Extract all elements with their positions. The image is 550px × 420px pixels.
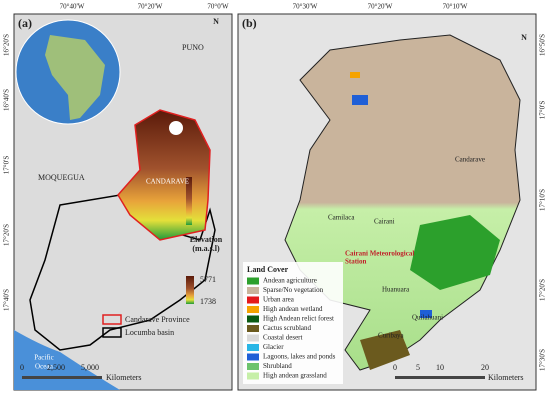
lagoon xyxy=(352,95,368,105)
legend-label: Andean agriculture xyxy=(263,277,317,285)
legend-label: High andean grassland xyxy=(263,372,327,380)
left-tick: 17°20'S xyxy=(3,224,11,246)
top-tick: 70°10'W xyxy=(443,3,468,11)
place: Cairani xyxy=(374,218,395,226)
basin-landcover xyxy=(284,34,521,371)
place: Huanuara xyxy=(382,286,410,294)
place: Ocean xyxy=(35,363,53,371)
right-tick: 17°20'S xyxy=(539,279,547,301)
panel-label: (a) xyxy=(18,16,32,30)
place: CANDARAVE xyxy=(146,178,189,186)
top-tick: 70°40'W xyxy=(60,3,85,11)
scale-tick: 2,500 xyxy=(47,363,65,372)
elevation-bar xyxy=(186,276,194,304)
scale-tick: 0 xyxy=(393,363,397,372)
legend-label: Locumba basin xyxy=(125,328,174,337)
legend-label: Cactus scrubland xyxy=(263,324,312,332)
legend-swatch xyxy=(247,277,259,285)
place: Camilaca xyxy=(328,214,355,222)
legend-label: High Andean relict forest xyxy=(263,315,334,323)
scale-tick: 5,000 xyxy=(81,363,99,372)
legend-label: Sparse/No vegetation xyxy=(263,286,324,294)
scale-bar xyxy=(395,376,485,379)
left-tick: 16°20'S xyxy=(3,34,11,56)
right-tick: 17°10'S xyxy=(539,189,547,211)
legend-swatch xyxy=(102,327,122,338)
place: Station xyxy=(345,258,367,266)
scale-tick: 5 xyxy=(416,363,420,372)
legend-label: Lagoons, lakes and ponds xyxy=(263,353,336,361)
legend-swatch xyxy=(247,315,259,323)
agriculture xyxy=(410,215,500,290)
wetland xyxy=(350,72,360,78)
legend-title: Elevation xyxy=(190,235,223,244)
legend-swatch xyxy=(247,353,259,361)
place: Quilahuani xyxy=(412,314,443,322)
legend-swatch xyxy=(247,334,259,342)
scale-bar xyxy=(22,376,102,379)
legend-swatch xyxy=(102,314,122,325)
panel-label: (b) xyxy=(242,16,257,30)
cactus xyxy=(360,330,410,370)
right-tick: 17°0'S xyxy=(539,101,547,120)
place: Cairani Meteorological xyxy=(345,250,414,258)
left-tick: 17°40'S xyxy=(3,289,11,311)
elevation-bar xyxy=(186,177,192,225)
legend-label: Shrubland xyxy=(263,362,292,370)
legend-swatch xyxy=(247,296,259,304)
legend-label: Urban area xyxy=(263,296,295,304)
lake xyxy=(169,121,183,135)
south-america xyxy=(45,35,105,120)
scale-unit: Kilometers xyxy=(488,373,524,382)
right-tick: 16°50'S xyxy=(539,34,547,56)
place: Curibaya xyxy=(378,332,405,340)
legend-label: High andean wetland xyxy=(263,305,323,313)
legend-swatch xyxy=(247,287,259,294)
scale-unit: Kilometers xyxy=(106,373,142,382)
legend-label: Candarave Province xyxy=(125,315,190,324)
elevation-max: 5771 xyxy=(200,275,216,284)
top-tick: 70°20'W xyxy=(368,3,393,11)
scale-tick: 20 xyxy=(481,363,489,372)
legend-swatch xyxy=(247,344,259,351)
top-tick: 70°30'W xyxy=(293,3,318,11)
place: Candarave xyxy=(455,156,485,164)
lagoon xyxy=(420,310,432,318)
north-arrow: N xyxy=(213,17,219,26)
legend-swatch xyxy=(247,372,259,380)
north-arrow: N xyxy=(521,33,527,42)
elevation-min: 1738 xyxy=(200,297,216,306)
legend-title: Land Cover xyxy=(247,265,289,274)
place: Pacific xyxy=(34,354,53,362)
left-tick: 16°40'S xyxy=(3,89,11,111)
ocean xyxy=(14,330,120,390)
scale-tick: 0 xyxy=(20,363,24,372)
legend-swatch xyxy=(247,306,259,313)
place: PUNO xyxy=(182,43,204,52)
top-tick: 70°20'W xyxy=(138,3,163,11)
left-tick: 17°0'S xyxy=(3,156,11,175)
legend-label: Glacier xyxy=(263,343,284,351)
legend-label: Coastal desert xyxy=(263,334,303,342)
top-tick: 70°0'W xyxy=(207,3,229,11)
right-tick: 17°30'S xyxy=(539,349,547,371)
scale-tick: 10 xyxy=(436,363,444,372)
place: MOQUEGUA xyxy=(38,173,85,182)
legend-swatch xyxy=(247,325,259,332)
legend-swatch xyxy=(247,363,259,370)
legend-box xyxy=(243,262,343,384)
legend-title: (m.a.s.l) xyxy=(192,244,220,253)
